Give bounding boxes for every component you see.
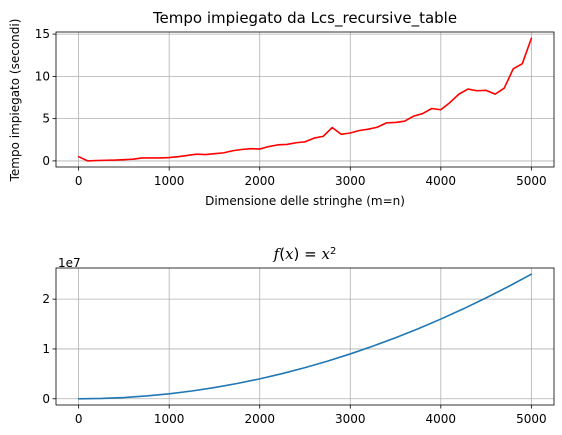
bottom-ticks: 0 1000 2000 3000 4000 5000 0 1 2 — [42, 292, 546, 426]
top-x-tick-label: 4000 — [426, 174, 457, 188]
bottom-y-tick-label: 0 — [42, 392, 50, 406]
bottom-y-tick-label: 2 — [42, 292, 50, 306]
bottom-chart-title: f(x) = x2 — [273, 245, 337, 263]
top-ticks: 0 1000 2000 3000 4000 5000 0 5 10 15 — [35, 27, 547, 188]
bottom-x-tick-label: 4000 — [426, 412, 457, 426]
title-exponent: 2 — [330, 246, 336, 257]
top-x-tick-label: 5000 — [516, 174, 547, 188]
bottom-x-tick-label: 2000 — [244, 412, 275, 426]
bottom-y-tick-label: 1 — [42, 342, 50, 356]
bottom-y-offset-text: 1e7 — [58, 256, 81, 270]
top-chart-title: Tempo impiegato da Lcs_recursive_table — [152, 9, 457, 28]
top-axes-frame — [55, 31, 555, 168]
title-base: x — [322, 245, 331, 263]
bottom-series-layer — [77, 273, 533, 400]
top-x-tick-label: 1000 — [154, 174, 185, 188]
title-function-name: f — [273, 245, 282, 263]
top-y-tick-label: 10 — [35, 69, 50, 83]
bottom-axes-frame — [55, 267, 555, 406]
top-y-tick-label: 15 — [35, 27, 50, 41]
bottom-series-line-0 — [77, 273, 533, 400]
top-x-axis-label: Dimensione delle stringhe (m=n) — [205, 194, 405, 208]
bottom-x-tick-label: 5000 — [516, 412, 547, 426]
title-open-paren: ( — [279, 245, 285, 263]
top-x-tick-label: 3000 — [335, 174, 366, 188]
bottom-x-tick-label: 3000 — [335, 412, 366, 426]
title-close-equals: ) = — [294, 245, 322, 263]
title-variable: x — [285, 245, 294, 263]
top-y-tick-label: 5 — [42, 112, 50, 126]
bottom-x-tick-label: 1000 — [154, 412, 185, 426]
time-chart: Tempo impiegato da Lcs_recursive_table 0… — [8, 9, 555, 208]
bottom-grid — [56, 268, 554, 405]
top-series-line-0 — [77, 37, 533, 162]
top-x-tick-label: 0 — [75, 174, 83, 188]
top-y-tick-label: 0 — [42, 154, 50, 168]
top-grid — [56, 32, 554, 167]
top-x-tick-label: 2000 — [244, 174, 275, 188]
top-series-layer — [77, 37, 533, 162]
top-y-axis-label: Tempo impiegato (secondi) — [8, 19, 22, 183]
bottom-x-tick-label: 0 — [75, 412, 83, 426]
